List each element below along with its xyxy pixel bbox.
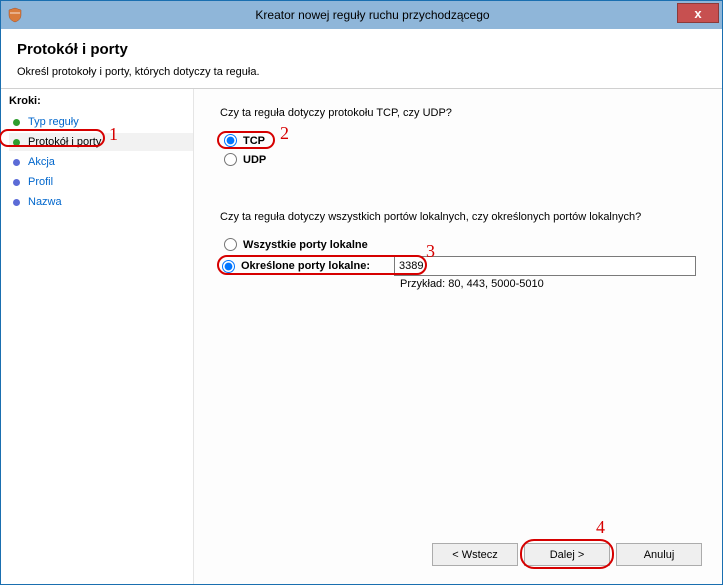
bullet-icon [13, 159, 20, 166]
radio-tcp-label: TCP [243, 135, 265, 147]
wizard-header: Protokół i porty Określ protokoły i port… [1, 29, 722, 88]
radio-all-ports-label: Wszystkie porty lokalne [243, 239, 368, 251]
window-title: Kreator nowej reguły ruchu przychodząceg… [23, 8, 722, 22]
annotation-number-4: 4 [596, 517, 605, 538]
bullet-icon [13, 139, 20, 146]
next-button[interactable]: Dalej > [524, 543, 610, 566]
close-icon: x [694, 6, 701, 21]
cancel-button[interactable]: Anuluj [616, 543, 702, 566]
radio-row-udp: UDP [220, 152, 696, 167]
step-label: Nazwa [28, 196, 62, 208]
radio-tcp[interactable] [224, 134, 237, 147]
steps-label: Kroki: [9, 95, 193, 107]
step-action[interactable]: Akcja [9, 153, 193, 171]
step-label: Akcja [28, 156, 55, 168]
wizard-body: Kroki: Typ reguły Protokół i porty Akcja… [1, 88, 722, 584]
bullet-icon [13, 119, 20, 126]
steps-sidebar: Kroki: Typ reguły Protokół i porty Akcja… [1, 89, 193, 584]
radio-udp[interactable] [224, 153, 237, 166]
wizard-window: Kreator nowej reguły ruchu przychodząceg… [0, 0, 723, 585]
step-profile[interactable]: Profil [9, 173, 193, 191]
radio-udp-label: UDP [243, 154, 266, 166]
radio-specific-ports[interactable] [222, 260, 235, 273]
close-button[interactable]: x [677, 3, 719, 23]
bullet-icon [13, 179, 20, 186]
page-title: Protokół i porty [17, 41, 706, 58]
radio-row-tcp: TCP [220, 133, 280, 148]
annotation-number-2: 2 [280, 123, 289, 144]
radio-row-specific-ports: Określone porty lokalne: [220, 256, 696, 276]
port-input[interactable] [394, 256, 696, 276]
back-button[interactable]: < Wstecz [432, 543, 518, 566]
radio-specific-ports-label: Określone porty lokalne: [241, 260, 370, 272]
titlebar: Kreator nowej reguły ruchu przychodząceg… [1, 1, 722, 29]
radio-row-all-ports: Wszystkie porty lokalne [220, 237, 696, 252]
wizard-content: Czy ta reguła dotyczy protokołu TCP, czy… [193, 89, 722, 584]
wizard-footer: < Wstecz Dalej > 4 Anuluj [432, 543, 702, 566]
radio-all-ports[interactable] [224, 238, 237, 251]
step-label: Protokół i porty [28, 136, 101, 148]
step-rule-type[interactable]: Typ reguły [9, 113, 193, 131]
port-example: Przykład: 80, 443, 5000-5010 [400, 278, 696, 290]
question-protocol: Czy ta reguła dotyczy protokołu TCP, czy… [220, 107, 696, 119]
step-name[interactable]: Nazwa [9, 193, 193, 211]
bullet-icon [13, 199, 20, 206]
question-ports: Czy ta reguła dotyczy wszystkich portów … [220, 211, 696, 223]
step-label: Profil [28, 176, 53, 188]
page-subtitle: Określ protokoły i porty, których dotycz… [17, 66, 706, 78]
step-protocol-ports[interactable]: Protokół i porty [9, 133, 193, 151]
step-label: Typ reguły [28, 116, 79, 128]
firewall-icon [7, 7, 23, 23]
